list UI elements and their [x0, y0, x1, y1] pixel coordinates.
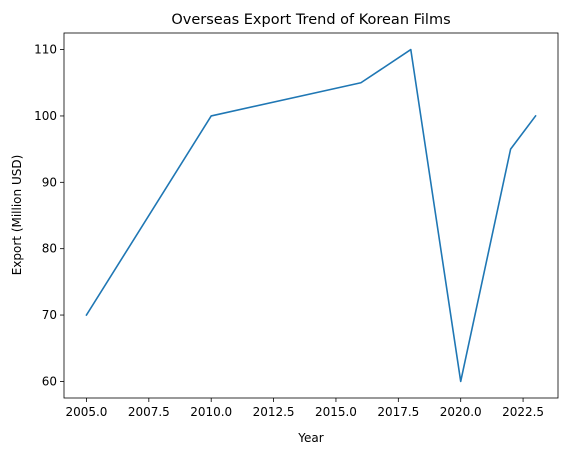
y-axis-ticks: 60 70 80 90 100 110	[34, 43, 64, 388]
x-tick-label: 2015.0	[315, 405, 357, 419]
plot-area-frame	[63, 32, 559, 399]
y-axis-label: Export (Million USD)	[10, 155, 24, 276]
y-tick-label: 110	[34, 43, 57, 57]
x-tick-label: 2007.5	[128, 405, 170, 419]
y-tick-label: 80	[42, 242, 57, 256]
chart-title: Overseas Export Trend of Korean Films	[171, 12, 450, 28]
x-tick-label: 2017.5	[377, 405, 419, 419]
x-tick-label: 2010.0	[190, 405, 232, 419]
y-tick-label: 70	[42, 308, 57, 322]
series-layer	[85, 48, 537, 383]
y-tick-label: 100	[34, 109, 57, 123]
x-tick-label: 2022.5	[502, 405, 544, 419]
y-tick-label: 60	[42, 374, 57, 388]
x-axis-ticks: 2005.0 2007.5 2010.0 2012.5 2015.0 2017.5 2020…	[65, 398, 544, 419]
x-axis-label: Year	[297, 431, 323, 445]
y-tick-label: 90	[42, 175, 57, 189]
x-tick-label: 2012.5	[253, 405, 295, 419]
x-tick-label: 2005.0	[65, 405, 107, 419]
series-line	[85, 48, 537, 383]
x-tick-label: 2020.0	[440, 405, 482, 419]
